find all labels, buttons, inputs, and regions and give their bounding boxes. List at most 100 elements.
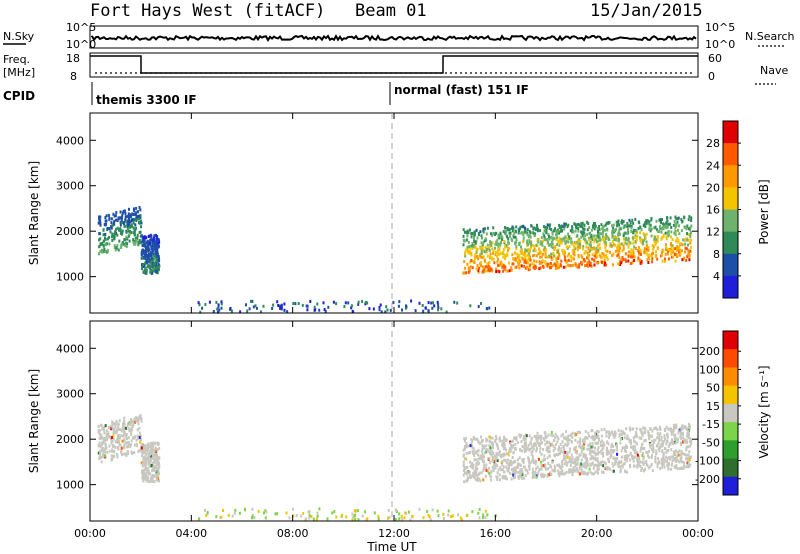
scatter-cell bbox=[553, 439, 556, 443]
scatter-cell bbox=[612, 469, 615, 473]
scatter-cell bbox=[614, 432, 617, 436]
scatter-cell bbox=[577, 255, 580, 259]
scatter-cell bbox=[560, 259, 563, 263]
scatter-cell bbox=[158, 463, 161, 467]
scatter-cell bbox=[465, 442, 468, 445]
colorbar-swatch bbox=[723, 476, 738, 496]
scatter-cell bbox=[151, 479, 154, 483]
scatter-cell bbox=[111, 239, 114, 242]
scatter-cell bbox=[684, 225, 687, 229]
scatter-cell bbox=[123, 222, 126, 226]
scatter-cell bbox=[470, 463, 473, 467]
scatter-cell bbox=[147, 469, 150, 473]
scatter-cell bbox=[677, 248, 680, 252]
scatter-cell bbox=[532, 232, 535, 236]
scatter-cell bbox=[619, 263, 621, 266]
scatter-cell bbox=[292, 302, 295, 305]
scatter-cell bbox=[564, 437, 567, 441]
scatter-cell bbox=[471, 466, 474, 470]
scatter-cell bbox=[150, 261, 153, 265]
scatter-cell bbox=[643, 467, 646, 471]
scatter-cell bbox=[98, 252, 101, 256]
scatter-cell bbox=[99, 449, 102, 453]
scatter-cell bbox=[568, 237, 571, 241]
scatter-cell bbox=[590, 462, 593, 466]
scatter-cell bbox=[110, 454, 113, 458]
scatter-cell bbox=[653, 427, 656, 431]
scatter-cell bbox=[688, 254, 691, 258]
scatter-cell bbox=[543, 431, 546, 435]
scatter-cell bbox=[579, 446, 582, 449]
scatter-cell bbox=[99, 215, 102, 219]
scatter-cell bbox=[548, 254, 551, 258]
scatter-cell bbox=[491, 459, 494, 463]
scatter-cell bbox=[492, 251, 495, 255]
scatter-cell bbox=[666, 463, 669, 467]
scatter-cell bbox=[642, 224, 645, 228]
scatter-cell bbox=[503, 441, 506, 445]
scatter-cell bbox=[142, 263, 145, 267]
scatter-cell bbox=[505, 452, 508, 456]
scatter-cell bbox=[201, 306, 204, 310]
scatter-cell bbox=[602, 441, 605, 445]
scatter-cell bbox=[142, 457, 145, 460]
scatter-cell bbox=[147, 254, 150, 258]
scatter-cell bbox=[637, 256, 640, 260]
scatter-cell bbox=[394, 518, 397, 521]
scatter-cell bbox=[105, 435, 108, 439]
scatter-cell bbox=[687, 457, 690, 460]
scatter-cell bbox=[577, 458, 579, 462]
scatter-cell bbox=[515, 230, 517, 234]
scatter-cell bbox=[521, 476, 524, 480]
scatter-cell bbox=[544, 463, 547, 467]
scatter-cell bbox=[131, 428, 134, 432]
scatter-cell bbox=[476, 236, 479, 240]
scatter-cell bbox=[148, 472, 150, 476]
scatter-cell bbox=[475, 228, 478, 232]
scatter-cell bbox=[149, 242, 151, 246]
scatter-cell bbox=[627, 454, 630, 458]
scatter-cell bbox=[584, 436, 587, 440]
scatter-cell bbox=[462, 469, 465, 472]
scatter-cell bbox=[579, 431, 581, 435]
scatter-cell bbox=[675, 224, 677, 228]
scatter-cell bbox=[532, 474, 535, 478]
scatter-cell bbox=[464, 437, 467, 441]
scatter-cell bbox=[124, 215, 127, 219]
scatter-cell bbox=[103, 431, 106, 435]
scatter-cell bbox=[645, 247, 648, 251]
scatter-cell bbox=[561, 229, 564, 233]
scatter-cell bbox=[489, 452, 492, 455]
scatter-cell bbox=[543, 438, 546, 442]
scatter-cell bbox=[556, 435, 559, 439]
scatter-cell bbox=[530, 241, 532, 244]
scatter-cell bbox=[140, 221, 143, 225]
scatter-cell bbox=[466, 234, 469, 238]
scatter-cell bbox=[357, 303, 360, 306]
scatter-cell bbox=[509, 449, 512, 453]
scatter-cell bbox=[418, 507, 421, 511]
scatter-cell bbox=[642, 242, 645, 246]
scatter-cell bbox=[104, 250, 107, 254]
scatter-cell bbox=[136, 236, 139, 240]
scatter-cell bbox=[592, 224, 594, 228]
scatter-cell bbox=[540, 255, 543, 259]
scatter-cell bbox=[659, 467, 662, 471]
scatter-cell bbox=[518, 266, 521, 270]
scatter-cell bbox=[561, 463, 564, 467]
scatter-cell bbox=[645, 219, 648, 223]
scatter-cell bbox=[553, 236, 556, 240]
scatter-cell bbox=[110, 221, 113, 225]
scatter-cell bbox=[527, 250, 530, 254]
scatter-cell bbox=[674, 437, 677, 441]
scatter-cell bbox=[667, 223, 670, 226]
scatter-cell bbox=[663, 465, 666, 469]
scatter-cell bbox=[499, 232, 502, 236]
scatter-cell bbox=[537, 457, 540, 461]
scatter-cell bbox=[306, 308, 309, 312]
scatter-cell bbox=[630, 224, 633, 228]
scatter-cell bbox=[102, 233, 105, 237]
scatter-cell bbox=[543, 229, 546, 233]
scatter-cell bbox=[689, 228, 692, 232]
scatter-cell bbox=[554, 227, 556, 231]
